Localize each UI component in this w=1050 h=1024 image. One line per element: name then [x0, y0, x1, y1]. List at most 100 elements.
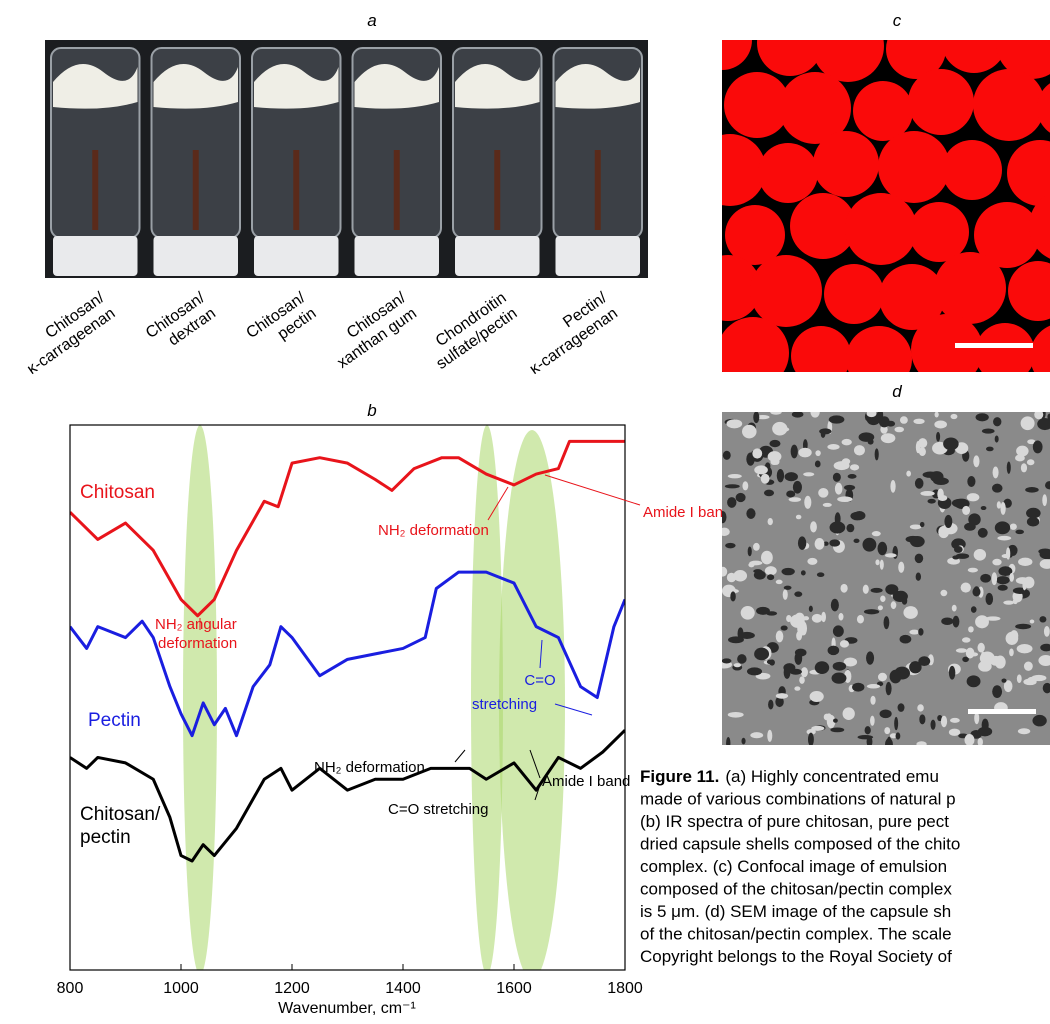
pore	[1030, 619, 1035, 623]
droplet	[845, 193, 917, 265]
pore	[916, 741, 926, 747]
pore	[726, 419, 742, 428]
pore	[885, 553, 897, 557]
pore	[910, 524, 922, 529]
pore	[827, 444, 839, 450]
pore	[995, 521, 1010, 534]
pore	[1000, 502, 1005, 515]
vial-stem	[494, 150, 500, 230]
pore	[794, 591, 802, 597]
pore	[776, 580, 783, 584]
pore	[834, 461, 850, 470]
pore	[843, 707, 855, 720]
pore	[796, 515, 802, 520]
pore	[747, 667, 762, 675]
pore	[767, 730, 772, 742]
pore	[815, 538, 825, 550]
pore	[1009, 649, 1014, 657]
pore	[767, 574, 774, 580]
pore	[795, 649, 807, 657]
caption-line: made of various combinations of natural …	[640, 790, 956, 809]
annotation: Amide I band	[542, 773, 630, 790]
sample-label: Chondroitinsulfate/pectin	[423, 289, 521, 373]
pore	[974, 549, 986, 561]
series-label: pectin	[80, 827, 131, 848]
pore	[1034, 410, 1043, 419]
pore	[950, 718, 960, 723]
pore	[962, 506, 970, 515]
pore	[1025, 487, 1039, 493]
pore	[881, 433, 896, 443]
pore	[982, 428, 995, 433]
pore	[956, 648, 967, 652]
pore	[852, 683, 864, 692]
pore	[898, 703, 905, 712]
pore	[846, 524, 854, 532]
pore	[810, 521, 817, 532]
pore	[733, 570, 747, 581]
pore	[1021, 463, 1027, 472]
pore	[978, 643, 985, 653]
pore	[776, 693, 788, 699]
droplet	[934, 252, 1006, 324]
caption-line: (b) IR spectra of pure chitosan, pure pe…	[640, 812, 949, 831]
pore	[933, 477, 949, 485]
pore	[1010, 523, 1017, 529]
pore	[867, 684, 880, 688]
vial-stem	[394, 150, 400, 230]
droplet	[812, 10, 884, 82]
pore	[961, 583, 971, 593]
annotation: Amide I band	[643, 504, 731, 521]
pore	[722, 658, 732, 663]
pore	[1016, 577, 1029, 584]
pore	[866, 410, 876, 417]
droplet	[694, 134, 766, 206]
pore	[992, 685, 1002, 698]
pore	[842, 439, 852, 445]
sample-label: Chitosan/xanthan gum	[324, 289, 421, 372]
pore	[785, 472, 798, 481]
pore	[917, 704, 924, 711]
pore	[830, 521, 846, 533]
pore	[898, 562, 904, 573]
pore	[967, 493, 980, 501]
annotation: C=O stretching	[388, 801, 488, 818]
pore	[742, 481, 748, 490]
annotation: C=O	[524, 672, 555, 689]
droplet	[846, 326, 912, 392]
pore	[736, 493, 746, 502]
x-tick-label: 1400	[385, 980, 421, 997]
pore	[877, 409, 883, 421]
pore	[862, 538, 876, 552]
pore	[918, 628, 923, 635]
pore	[884, 727, 890, 734]
pore	[993, 417, 1001, 426]
pore	[783, 589, 788, 599]
pore	[949, 729, 960, 736]
pore	[786, 490, 795, 497]
panel-label: d	[892, 382, 902, 401]
pore	[968, 568, 978, 573]
pore	[826, 713, 832, 721]
scale-bar	[955, 343, 1033, 348]
pore	[875, 448, 879, 460]
pore	[980, 574, 991, 583]
pore	[940, 590, 947, 596]
pore	[808, 733, 814, 747]
pore	[872, 531, 881, 536]
pore	[756, 607, 770, 615]
pore	[840, 640, 849, 647]
pore	[810, 406, 819, 417]
pore	[950, 414, 957, 419]
pore	[777, 469, 784, 482]
pore	[953, 616, 960, 628]
pore	[981, 506, 987, 510]
figure: a Chitosan/κ-carrageenanChitosan/dextran…	[0, 0, 1050, 1019]
pore	[915, 478, 924, 489]
annotation: NH₂ angular	[155, 616, 237, 633]
pore	[1007, 461, 1011, 473]
pore	[1009, 573, 1014, 582]
pore	[918, 438, 927, 448]
pore	[748, 563, 754, 568]
pore	[978, 738, 983, 747]
